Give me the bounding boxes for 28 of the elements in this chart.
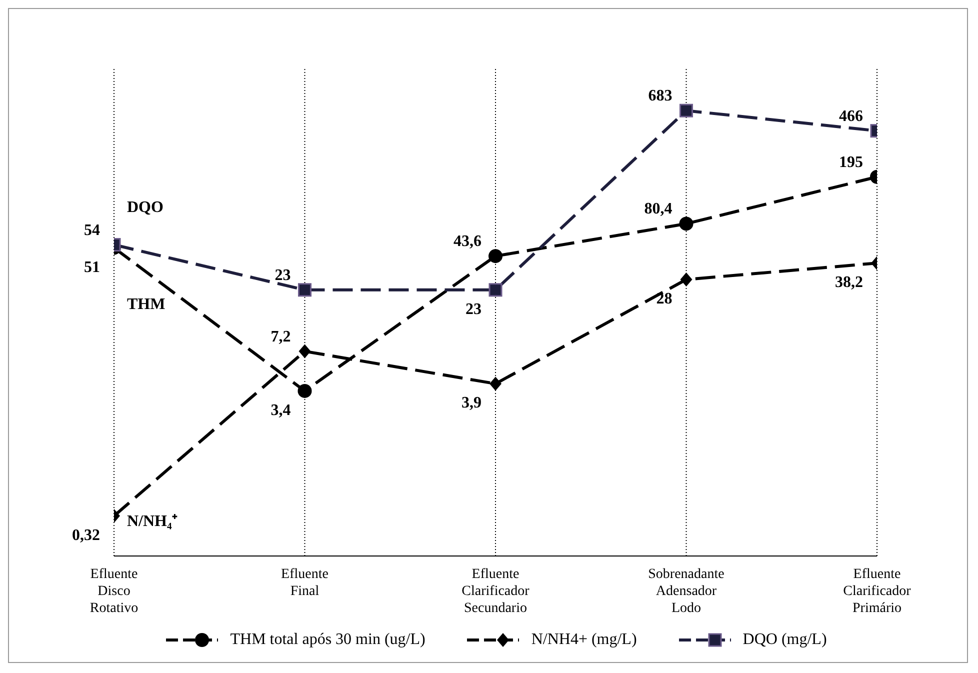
data-label: 466 xyxy=(839,108,863,125)
x-tick-label: Efluente Clarificador Secundario xyxy=(462,567,530,616)
data-label: 7,2 xyxy=(270,328,291,346)
data-label: 683 xyxy=(648,88,672,105)
legend-label: N/NH4+ (mg/L) xyxy=(531,631,637,649)
data-label: 80,4 xyxy=(644,200,672,218)
legend-label: THM total após 30 min (ug/L) xyxy=(230,631,426,649)
data-label: 3,4 xyxy=(270,402,291,419)
annotation: N/NH₄⁺ xyxy=(127,512,177,531)
data-label: 23 xyxy=(466,300,482,318)
x-tick-label: Efluente Clarificador Primário xyxy=(843,567,912,616)
data-label: 54 xyxy=(84,222,100,239)
point xyxy=(490,376,502,391)
data-label: 0,32 xyxy=(72,526,100,544)
point xyxy=(488,283,502,297)
data-label: 23 xyxy=(274,266,291,284)
legend-label: DQO (mg/L) xyxy=(742,631,827,649)
data-label: 3,9 xyxy=(462,394,482,412)
annotation: DQO xyxy=(127,199,164,217)
annotation: THM xyxy=(127,296,166,314)
data-label: 43,6 xyxy=(454,233,482,250)
data-label: 195 xyxy=(839,154,863,171)
data-label: 38,2 xyxy=(835,274,863,292)
x-tick-label: Efluente Final xyxy=(281,567,328,599)
data-label: 51 xyxy=(84,258,100,276)
x-tick-label: Sobrenadante Adensador Lodo xyxy=(648,567,724,616)
point xyxy=(488,249,502,264)
x-tick-label: Efluente Disco Rotativo xyxy=(90,567,138,616)
